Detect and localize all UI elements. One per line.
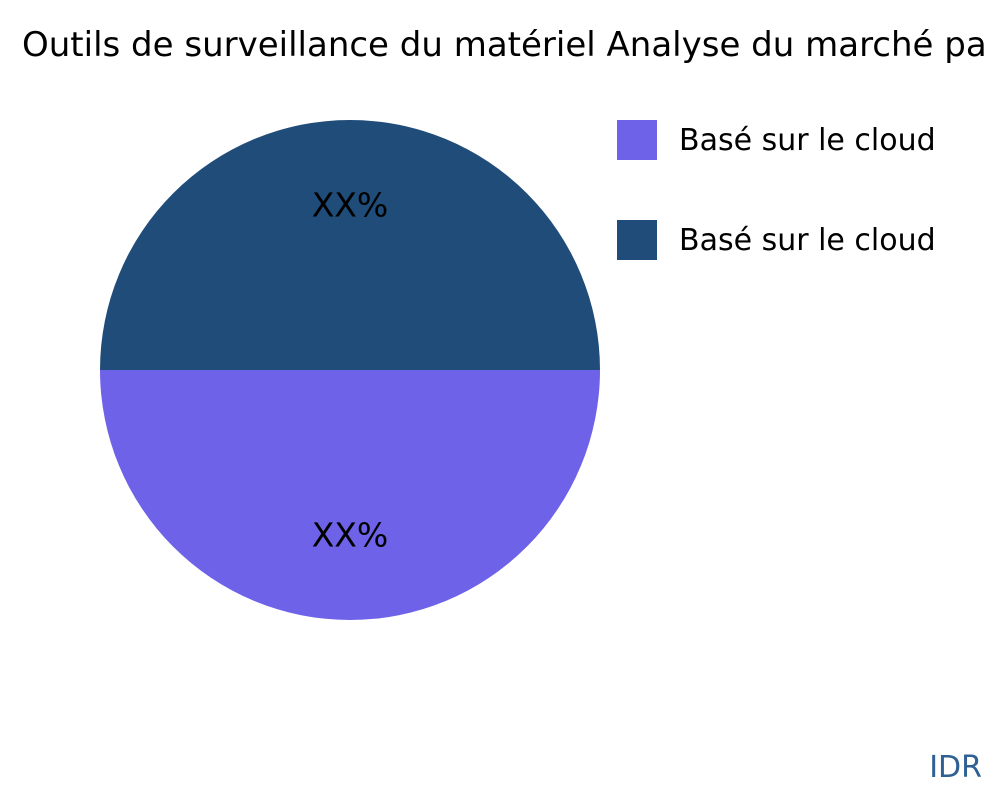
legend: Basé sur le cloud Basé sur le cloud: [617, 120, 936, 260]
pie-pct-label: XX%: [312, 516, 389, 555]
legend-label: Basé sur le cloud: [679, 122, 936, 158]
pie-pct-label: XX%: [312, 186, 389, 225]
legend-item: Basé sur le cloud: [617, 120, 936, 160]
watermark: IDR: [929, 750, 982, 785]
legend-swatch-icon: [617, 120, 657, 160]
legend-swatch-icon: [617, 220, 657, 260]
legend-label: Basé sur le cloud: [679, 222, 936, 258]
chart-title: Outils de surveillance du matériel Analy…: [22, 25, 987, 65]
legend-item: Basé sur le cloud: [617, 220, 936, 260]
pie-slice-1: [100, 120, 600, 370]
pie-slice-0: [100, 370, 600, 620]
